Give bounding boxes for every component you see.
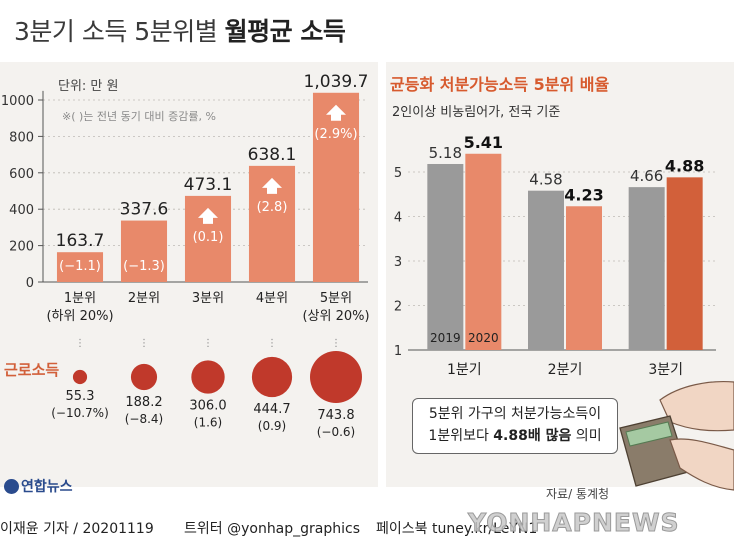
bar-value-label: 473.1: [184, 175, 233, 195]
bar-2020: [666, 177, 703, 350]
up-arrow-icon: [326, 104, 346, 121]
y-tick-label: 200: [9, 240, 34, 255]
bar-value-label: 337.6: [120, 200, 169, 220]
watermark: YONHAPNEWS: [468, 508, 680, 538]
income-bar: [312, 92, 360, 282]
facebook-text: 페이스북 tuney.kr/LeYN1: [376, 521, 538, 537]
quarter-label: 3분기: [648, 362, 683, 378]
y-tick-label: 600: [9, 167, 34, 182]
source-note: 자료/ 통계청: [546, 487, 610, 501]
right-y-tick-label: 1: [394, 344, 402, 359]
change-note: ※( )는 전년 동기 대비 증감률, %: [62, 110, 216, 123]
page-title: 3분기 소득 5분위별 월평균 소득: [14, 12, 346, 48]
worker-income-bubble: [72, 369, 88, 385]
worker-income-value: 743.8: [317, 408, 354, 423]
logo-text: 연합뉴스: [21, 479, 73, 495]
worker-income-value: 55.3: [66, 389, 95, 404]
title-bold: 월평균 소득: [224, 17, 346, 46]
bar-2020: [566, 206, 602, 350]
right-y-tick-label: 5: [394, 166, 402, 181]
right-y-tick-label: 3: [394, 255, 402, 270]
credit-text: 이재윤 기자 / 20201119: [0, 521, 154, 537]
series-label-2020: 2020: [468, 331, 499, 345]
globe-icon: [4, 479, 19, 494]
quarter-label: 2분기: [548, 362, 583, 378]
ratio-bar-chart: 균등화 처분가능소득 5분위 배율 2인이상 비농림어가, 전국 기준 1 2 3 4 5 5…: [390, 75, 716, 378]
bar-2020: [465, 153, 502, 350]
worker-income-change: (1.6): [194, 416, 222, 430]
income-bar-chart: 단위: 만 원 ※( )는 전년 동기 대비 증감률, % 0 200 400 600 80…: [1, 72, 370, 439]
callout-line2-prefix: 1분위보다: [428, 428, 494, 444]
x-category-label: (하위 20%): [46, 309, 113, 324]
bar-2019: [528, 190, 564, 350]
callout-line2-bold: 4.88배 많음: [493, 428, 572, 444]
worker-income-value: 188.2: [125, 395, 162, 410]
worker-income-value: 306.0: [189, 399, 226, 414]
value-label-2020: 4.23: [564, 185, 603, 204]
dotted-connector: ⋮: [139, 338, 149, 349]
value-label-2019: 4.66: [630, 167, 663, 185]
title-prefix: 3분기 소득 5분위별: [14, 17, 225, 46]
twitter-text: 트위터 @yonhap_graphics: [184, 521, 361, 537]
x-category-label: 2분위: [128, 291, 160, 306]
value-label-2019: 5.18: [429, 144, 462, 162]
quarter-label: 1분기: [447, 362, 482, 378]
dotted-connector: ⋮: [267, 338, 277, 349]
yonhap-logo: 연합뉴스: [4, 476, 73, 496]
dotted-connector: ⋮: [203, 338, 213, 349]
change-label: (−1.3): [123, 259, 165, 274]
callout-line1: 5분위 가구의 처분가능소득이: [428, 406, 602, 422]
x-category-label: 3분위: [192, 291, 224, 306]
worker-income-change: (−10.7%): [51, 406, 109, 420]
value-label-2020: 5.41: [464, 133, 503, 152]
left-chart-panel: 단위: 만 원 ※( )는 전년 동기 대비 증감률, % 0 200 400 600 80…: [0, 62, 378, 487]
worker-income-bubble: [191, 360, 225, 394]
right-chart-subtitle: 2인이상 비농림어가, 전국 기준: [392, 105, 560, 120]
worker-income-change: (0.9): [258, 419, 286, 433]
bar-2019: [628, 187, 665, 350]
right-chart-title: 균등화 처분가능소득 5분위 배율: [390, 75, 609, 94]
right-y-tick-label: 2: [394, 300, 402, 315]
up-arrow-icon: [262, 177, 282, 194]
change-label: (2.9%): [314, 127, 357, 142]
worker-income-bubble: [251, 356, 293, 398]
income-bar: [56, 252, 104, 282]
worker-income-change: (−8.4): [125, 412, 164, 426]
x-category-label: 5분위: [320, 291, 352, 306]
y-tick-label: 1000: [1, 94, 34, 109]
y-tick-label: 800: [9, 130, 34, 145]
callout-line2-suffix: 의미: [571, 428, 602, 444]
worker-income-bubble: [310, 351, 362, 403]
right-y-tick-label: 4: [394, 211, 402, 226]
series-label-2019: 2019: [430, 331, 461, 345]
dotted-connector: ⋮: [75, 338, 85, 349]
unit-label: 단위: 만 원: [58, 79, 119, 94]
change-label: (0.1): [193, 230, 224, 245]
callout-line2: 1분위보다 4.88배 많음 의미: [413, 425, 617, 447]
worker-income-label: 근로소득: [4, 361, 59, 379]
dotted-connector: ⋮: [331, 338, 341, 349]
worker-income-change: (−0.6): [317, 425, 356, 439]
footer-bar: 이재윤 기자 / 20201119 트위터 @yonhap_graphics 페…: [0, 506, 734, 548]
hands-wallet-illustration: [619, 380, 734, 491]
up-arrow-icon: [198, 207, 218, 224]
bar-value-label: 1,039.7: [304, 72, 369, 92]
value-label-2020: 4.88: [665, 156, 704, 175]
income-bar: [120, 220, 168, 282]
worker-income-value: 444.7: [253, 402, 290, 417]
change-label: (2.8): [257, 200, 288, 215]
y-tick-label: 400: [9, 203, 34, 218]
x-category-label: (상위 20%): [302, 309, 369, 324]
change-label: (−1.1): [59, 259, 101, 274]
y-tick-label: 0: [26, 276, 34, 291]
x-category-label: 1분위: [64, 291, 96, 306]
bar-value-label: 163.7: [56, 231, 105, 251]
value-label-2019: 4.58: [529, 171, 562, 189]
bar-value-label: 638.1: [248, 145, 297, 165]
worker-income-bubble: [130, 363, 158, 391]
bar-2019: [427, 163, 464, 350]
x-category-label: 4분위: [256, 291, 288, 306]
callout-box: 5분위 가구의 처분가능소득이 1분위보다 4.88배 많음 의미: [412, 398, 618, 454]
